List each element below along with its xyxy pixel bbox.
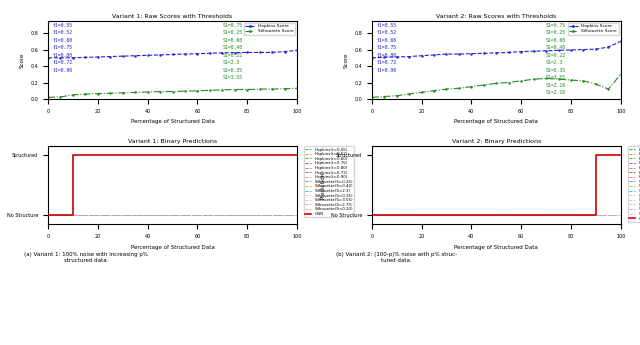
Text: S1=0.75: S1=0.75 (222, 23, 243, 28)
Text: t1=0.80: t1=0.80 (53, 53, 73, 58)
Text: S1=0.60: S1=0.60 (222, 38, 243, 43)
Text: S1=2.18: S1=2.18 (546, 90, 566, 95)
Text: S1=0.40: S1=0.40 (546, 45, 566, 50)
Y-axis label: Prediction: Prediction (0, 171, 1, 199)
Text: S1=2.3: S1=2.3 (222, 60, 239, 65)
Title: Variant 2: Raw Scores with Thresholds: Variant 2: Raw Scores with Thresholds (436, 14, 556, 19)
Text: t1=0.90: t1=0.90 (53, 68, 73, 73)
Text: t1=0.60: t1=0.60 (53, 38, 73, 43)
Legend: Hopkins Score, Silhouette Score: Hopkins Score, Silhouette Score (244, 23, 295, 35)
Text: S1=3.55: S1=3.55 (546, 75, 566, 80)
Y-axis label: Score: Score (20, 52, 25, 68)
Legend: Hopkins(t=0.55), Hopkins(t=0.52), Hopkins(t=0.60), Hopkins(t=0.75), Hopkins(t=0.: Hopkins(t=0.55), Hopkins(t=0.52), Hopkin… (304, 146, 355, 217)
Text: t1=0.60: t1=0.60 (377, 38, 397, 43)
Text: S1=0.25: S1=0.25 (222, 30, 243, 36)
Text: S1=0.22: S1=0.22 (546, 53, 566, 58)
Text: t1=0.52: t1=0.52 (377, 30, 397, 36)
Text: t1=0.52: t1=0.52 (53, 30, 73, 36)
X-axis label: Percentage of Structured Data: Percentage of Structured Data (131, 119, 214, 124)
Text: S1=2.3: S1=2.3 (546, 60, 563, 65)
Text: t1=0.75: t1=0.75 (53, 45, 73, 50)
Text: S1=0.35: S1=0.35 (546, 68, 566, 73)
Text: S1=0.35: S1=0.35 (222, 68, 243, 73)
Text: (a) Variant 1: 100% noise with increasing p%
structured data.: (a) Variant 1: 100% noise with increasin… (24, 252, 148, 263)
Text: t1=0.72: t1=0.72 (377, 60, 397, 65)
X-axis label: Percentage of Structured Data: Percentage of Structured Data (131, 245, 214, 249)
Y-axis label: Score: Score (344, 52, 349, 68)
Text: t1=0.75: t1=0.75 (377, 45, 397, 50)
Title: Variant 1: Binary Predictions: Variant 1: Binary Predictions (128, 139, 217, 144)
Y-axis label: Prediction: Prediction (320, 171, 325, 199)
Text: t1=0.55: t1=0.55 (377, 23, 397, 28)
Text: S1=0.22: S1=0.22 (222, 53, 243, 58)
X-axis label: Percentage of Structured Data: Percentage of Structured Data (454, 119, 538, 124)
Text: S1=0.60: S1=0.60 (546, 38, 566, 43)
Text: t1=0.55: t1=0.55 (53, 23, 73, 28)
Text: S1=2.16: S1=2.16 (546, 82, 566, 88)
Text: t1=0.80: t1=0.80 (377, 53, 397, 58)
Text: t1=0.90: t1=0.90 (377, 68, 397, 73)
X-axis label: Percentage of Structured Data: Percentage of Structured Data (454, 245, 538, 249)
Text: S1=0.25: S1=0.25 (546, 30, 566, 36)
Legend: Hopkins Score, Silhouette Score: Hopkins Score, Silhouette Score (568, 23, 619, 35)
Title: Variant 1: Raw Scores with Thresholds: Variant 1: Raw Scores with Thresholds (113, 14, 232, 19)
Text: t1=0.72: t1=0.72 (53, 60, 73, 65)
Text: (b) Variant 2: (100-p)% noise with p% struc-
tured data.: (b) Variant 2: (100-p)% noise with p% st… (336, 252, 458, 263)
Legend: Hopkins(t=0.55), Hopkins(t=0.52), Hopkins(t=0.60), Hopkins(t=0.75), Hopkins(t=0.: Hopkins(t=0.55), Hopkins(t=0.52), Hopkin… (628, 146, 640, 222)
Text: S1=0.75: S1=0.75 (546, 23, 566, 28)
Text: S1=3.55: S1=3.55 (222, 75, 243, 80)
Title: Variant 2: Binary Predictions: Variant 2: Binary Predictions (452, 139, 541, 144)
Text: S1=0.40: S1=0.40 (222, 45, 243, 50)
